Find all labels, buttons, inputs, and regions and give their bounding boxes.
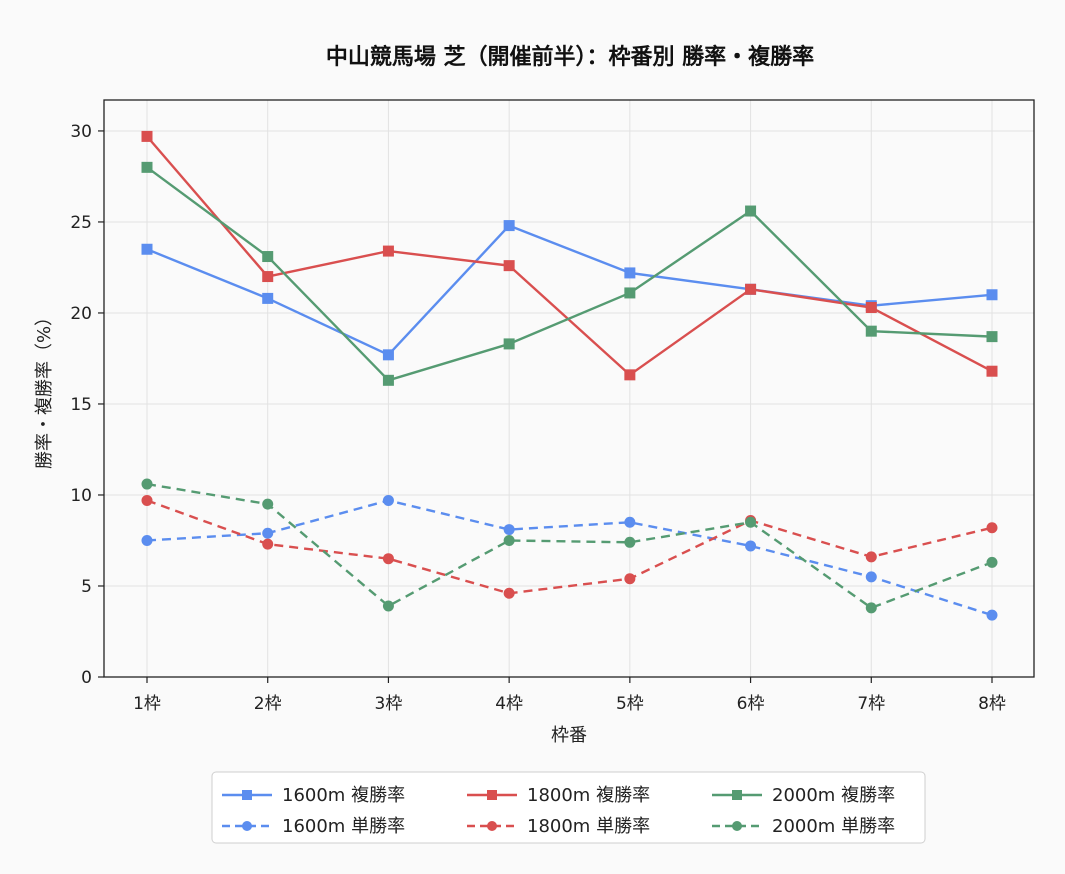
axes: 0 5 10 15 20 25 30 1枠 2枠 3枠 4枠 5枠 6枠 7枠 8枠 — [70, 122, 1006, 714]
legend-marker — [732, 790, 742, 800]
legend-label: 1800m 複勝率 — [527, 785, 650, 806]
data-point — [865, 302, 877, 314]
y-tick-label: 0 — [81, 668, 92, 688]
data-point — [865, 551, 877, 563]
data-point — [262, 251, 274, 263]
data-point — [382, 553, 394, 565]
data-point — [262, 498, 274, 510]
data-point — [382, 600, 394, 612]
y-tick-label: 5 — [81, 577, 92, 597]
plot-area — [103, 99, 1035, 678]
legend-label: 1800m 単勝率 — [527, 816, 650, 837]
legend-label: 2000m 単勝率 — [772, 816, 895, 837]
legend-marker — [487, 821, 497, 831]
data-point — [382, 494, 394, 506]
data-point — [262, 538, 274, 550]
series-line — [146, 166, 993, 382]
data-point — [141, 478, 153, 490]
series-group — [141, 130, 998, 621]
legend-box — [211, 771, 926, 844]
x-tick-label: 1枠 — [133, 694, 161, 714]
x-tick-label: 8枠 — [978, 694, 1006, 714]
data-point — [624, 536, 636, 548]
x-tick-label: 5枠 — [616, 694, 644, 714]
legend-marker — [242, 790, 252, 800]
series-0 — [141, 220, 998, 361]
series-1 — [141, 494, 998, 621]
x-tick-label: 7枠 — [857, 694, 885, 714]
series-4 — [141, 161, 998, 386]
legend-label: 1600m 単勝率 — [282, 816, 405, 837]
data-point — [745, 283, 757, 295]
legend-marker — [487, 790, 497, 800]
x-axis-label: 枠番 — [551, 725, 587, 746]
data-point — [865, 325, 877, 337]
data-point — [503, 524, 515, 536]
data-point — [624, 573, 636, 585]
data-point — [624, 516, 636, 528]
data-point — [141, 494, 153, 506]
series-line — [146, 224, 993, 357]
x-tick-label: 2枠 — [254, 694, 282, 714]
series-3 — [141, 494, 998, 599]
series-line — [146, 135, 993, 377]
grid — [104, 100, 1034, 678]
data-point — [503, 220, 515, 232]
data-point — [745, 540, 757, 552]
series-line — [146, 499, 993, 617]
legend-label: 2000m 複勝率 — [772, 785, 895, 806]
data-point — [624, 287, 636, 299]
data-point — [986, 365, 998, 377]
chart-title: 中山競馬場 芝（開催前半）：枠番別 勝率・複勝率 — [326, 44, 814, 70]
data-point — [141, 130, 153, 142]
y-tick-label: 25 — [70, 213, 92, 233]
data-point — [986, 331, 998, 343]
data-point — [141, 161, 153, 173]
y-tick-label: 20 — [70, 304, 92, 324]
data-point — [986, 556, 998, 568]
data-point — [745, 516, 757, 528]
y-tick-label: 15 — [70, 395, 92, 415]
data-point — [865, 571, 877, 583]
data-point — [382, 349, 394, 361]
data-point — [503, 260, 515, 272]
series-line — [146, 482, 993, 610]
data-point — [262, 527, 274, 539]
x-tick-label: 4枠 — [495, 694, 523, 714]
data-point — [503, 587, 515, 599]
data-point — [262, 271, 274, 283]
series-2 — [141, 130, 998, 381]
data-point — [624, 267, 636, 279]
series-5 — [141, 478, 998, 614]
data-point — [986, 289, 998, 301]
y-tick-label: 30 — [70, 122, 92, 142]
data-point — [382, 245, 394, 257]
data-point — [986, 609, 998, 621]
y-tick-label: 10 — [70, 486, 92, 506]
data-point — [141, 243, 153, 255]
legend-marker — [732, 821, 742, 831]
legend: 1600m 複勝率 1600m 単勝率 1800m 複勝率 1800m 単勝率 2000… — [211, 771, 926, 844]
legend-label: 1600m 複勝率 — [282, 785, 405, 806]
y-axis-label: 勝率・複勝率（%） — [34, 308, 55, 469]
legend-marker — [242, 821, 252, 831]
data-point — [503, 338, 515, 350]
x-tick-label: 3枠 — [375, 694, 403, 714]
series-line — [146, 499, 993, 595]
data-point — [745, 205, 757, 217]
data-point — [986, 522, 998, 534]
data-point — [503, 534, 515, 546]
x-tick-label: 6枠 — [737, 694, 765, 714]
data-point — [262, 292, 274, 304]
data-point — [865, 602, 877, 614]
data-point — [382, 374, 394, 386]
data-point — [141, 534, 153, 546]
data-point — [624, 369, 636, 381]
